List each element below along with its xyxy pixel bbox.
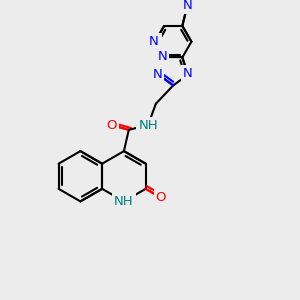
Text: O: O [106,118,117,131]
Text: NH: NH [114,195,134,208]
Text: N: N [153,68,162,81]
Text: N: N [183,67,193,80]
Text: N: N [183,68,193,81]
Text: N: N [150,35,160,48]
Text: N: N [149,35,159,48]
Text: NH: NH [138,118,158,131]
Text: N: N [157,50,167,63]
Text: N: N [156,51,166,64]
Text: N: N [182,0,192,12]
Text: N: N [152,68,161,81]
Text: O: O [155,191,166,204]
Text: N: N [182,0,192,12]
